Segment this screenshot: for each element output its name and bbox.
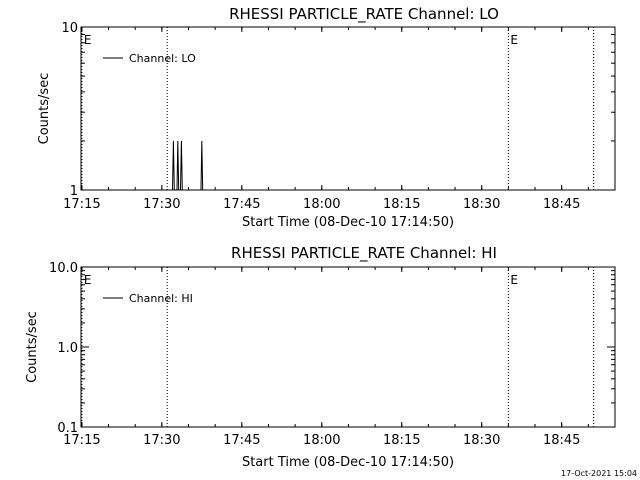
lo-channel-panel: RHESSI PARTICLE_RATE Channel: LO 17:15 17:… <box>37 5 616 230</box>
x-tick-label: 17:15 <box>63 197 100 212</box>
y-tick-label: 1.0 <box>57 341 78 356</box>
plot-frame <box>80 266 616 428</box>
y-tick-label: 0.1 <box>57 421 78 436</box>
x-tick-label: 17:15 <box>63 433 100 448</box>
legend-entry: Channel: HI <box>129 292 193 305</box>
x-axis-label: Start Time (08-Dec-10 17:14:50) <box>242 455 454 470</box>
x-tick-label: 18:30 <box>463 197 500 212</box>
y-tick-label: 10 <box>61 21 78 36</box>
y-axis-label: Counts/sec <box>25 311 40 383</box>
x-axis-label: Start Time (08-Dec-10 17:14:50) <box>242 215 454 230</box>
hi-channel-panel: RHESSI PARTICLE_RATE Channel: HI 17:15 17:… <box>25 244 616 470</box>
y-tick-label: 1 <box>70 184 78 199</box>
y-tick-label: 10.0 <box>49 261 78 276</box>
chart-title: RHESSI PARTICLE_RATE Channel: HI <box>231 244 497 263</box>
x-tick-label: 18:45 <box>543 433 580 448</box>
x-tick-label: 18:45 <box>543 197 580 212</box>
chart-title: RHESSI PARTICLE_RATE Channel: LO <box>229 5 499 24</box>
x-tick-label: 17:45 <box>223 197 260 212</box>
x-tick-label: 18:15 <box>383 197 420 212</box>
y-axis-label: Counts/sec <box>37 73 52 145</box>
x-tick-label: 18:00 <box>303 197 340 212</box>
legend-entry: Channel: LO <box>129 52 196 65</box>
x-tick-label: 17:30 <box>143 197 180 212</box>
footer-timestamp: 17-Oct-2021 15:04 <box>561 469 637 478</box>
event-marker-label: E <box>84 273 92 287</box>
event-marker-label: E <box>510 273 518 287</box>
event-marker-label: E <box>510 33 518 47</box>
event-marker-label: E <box>84 33 92 47</box>
x-tick-label: 18:15 <box>383 433 420 448</box>
x-tick-label: 18:00 <box>303 433 340 448</box>
x-tick-label: 17:30 <box>143 433 180 448</box>
x-tick-label: 18:30 <box>463 433 500 448</box>
x-tick-label: 17:45 <box>223 433 260 448</box>
series-line <box>172 140 204 191</box>
